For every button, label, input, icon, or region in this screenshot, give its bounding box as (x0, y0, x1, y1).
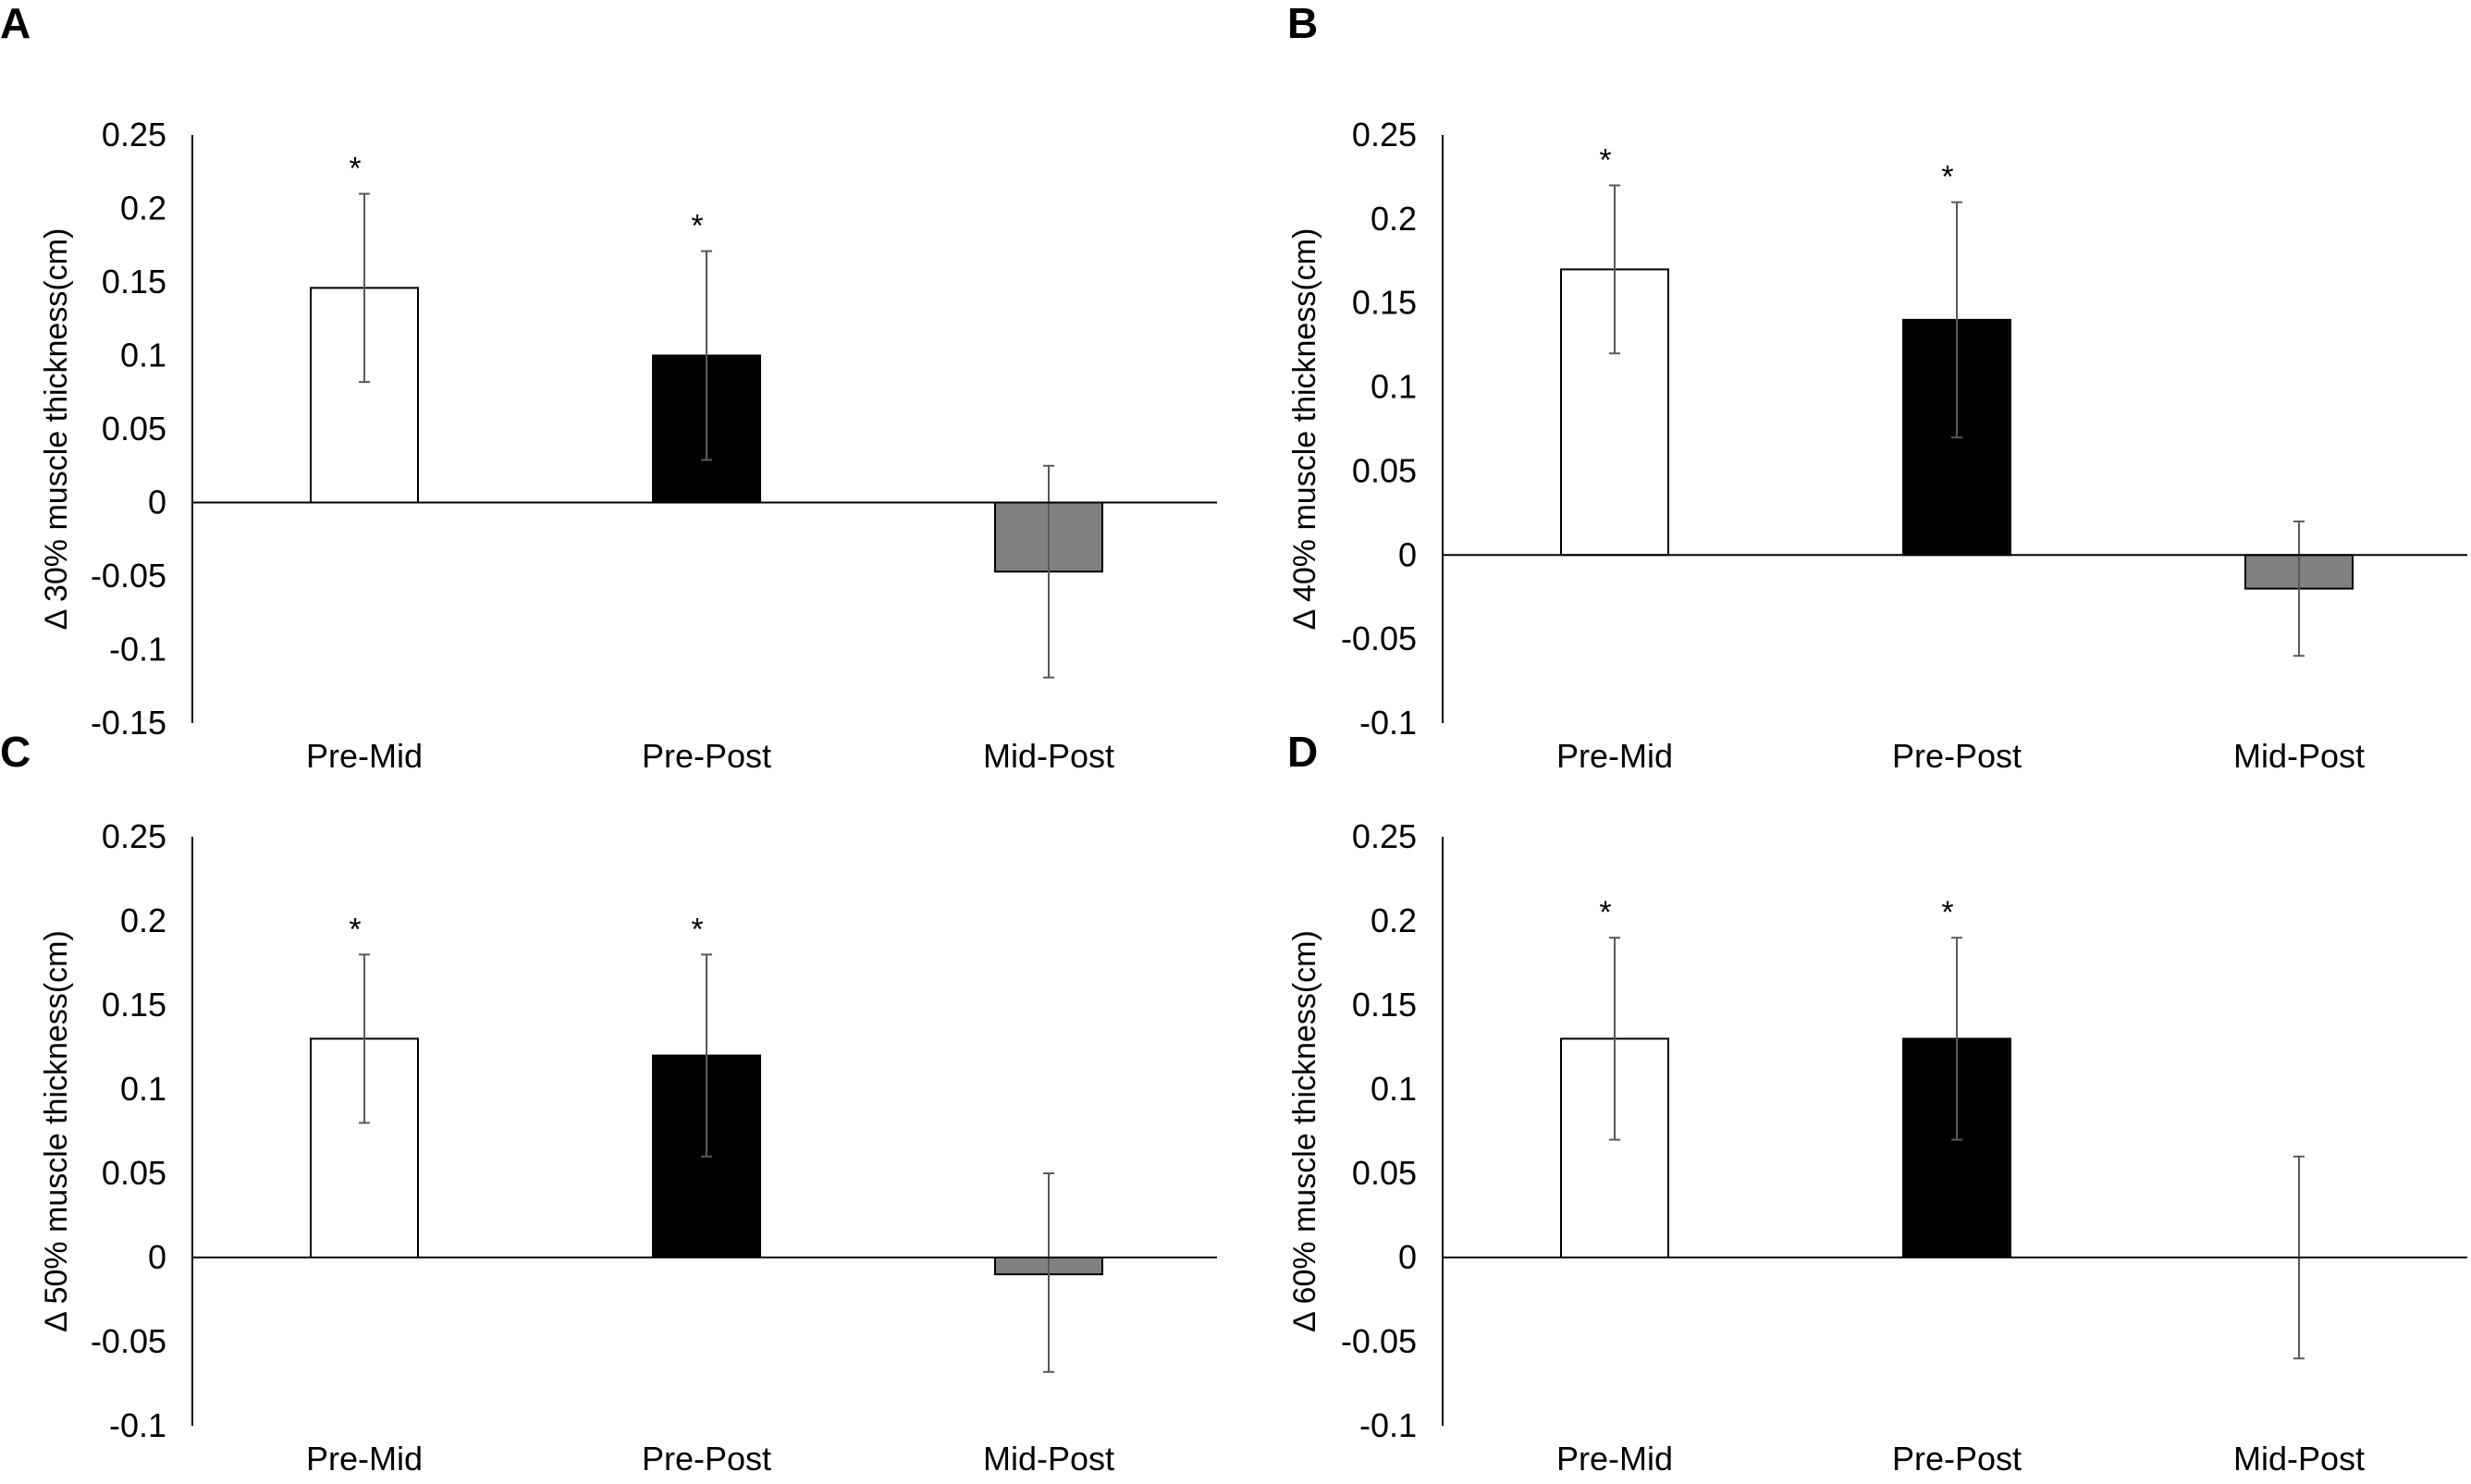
category-label-pre-mid: Pre-Mid (1556, 1440, 1673, 1478)
significance-marker-pre-post: * (1941, 895, 1953, 930)
significance-marker-pre-mid: * (1599, 895, 1611, 930)
y-tick-label: 0 (1398, 1238, 1417, 1276)
y-tick-label: 0.15 (1352, 986, 1417, 1024)
y-tick-label: 0.2 (1371, 901, 1417, 939)
y-tick-label: 0.05 (1352, 1154, 1417, 1192)
y-tick-label: 0.25 (1352, 817, 1417, 855)
y-axis-title: Δ 60% muscle thickness(cm) (1287, 930, 1322, 1332)
category-label-pre-post: Pre-Post (1892, 1440, 2022, 1478)
y-tick-label: -0.05 (1341, 1322, 1417, 1360)
y-tick-label: 0.1 (1371, 1070, 1417, 1108)
y-tick-label: -0.1 (1359, 1406, 1417, 1444)
category-label-mid-post: Mid-Post (2233, 1440, 2365, 1478)
chart-panel-d: 0.25 0.2 0.15 0.1 0.05 0 -0.05 -0.1 Δ 60% muscle… (0, 0, 2471, 1484)
